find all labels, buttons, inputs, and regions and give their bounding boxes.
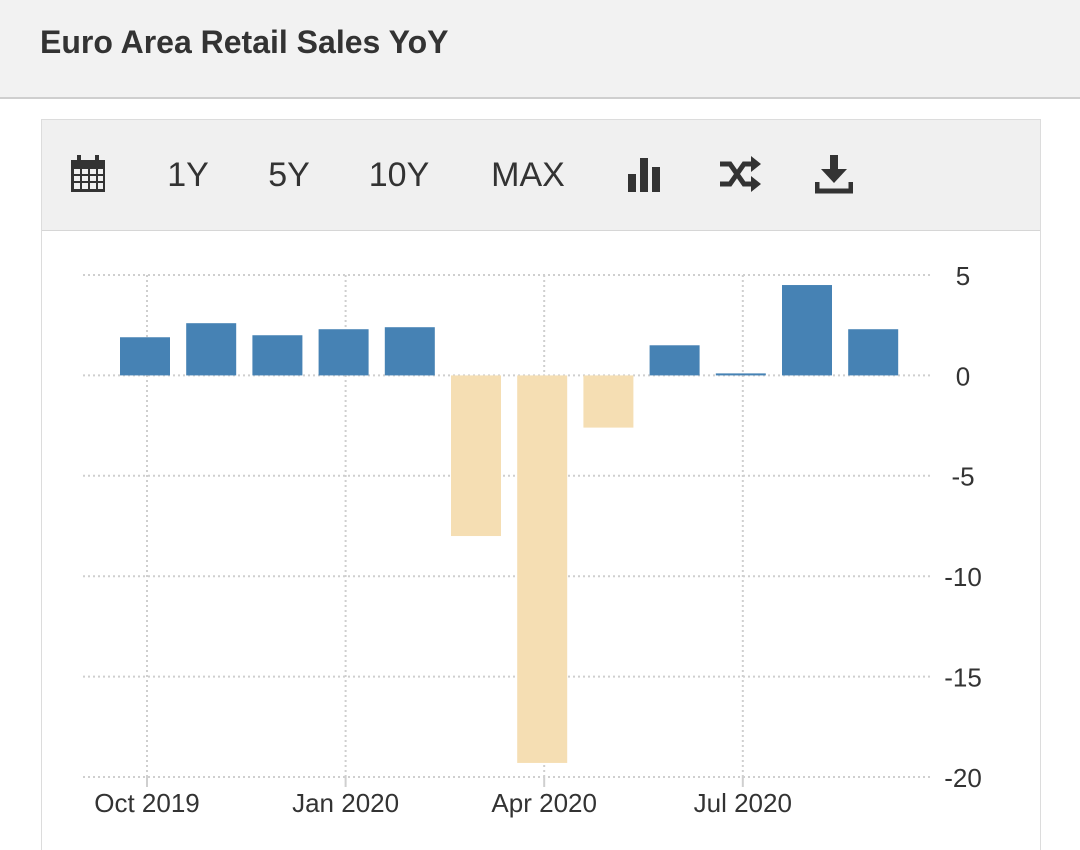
page-title: Euro Area Retail Sales YoY xyxy=(40,24,449,60)
y-tick-label: -15 xyxy=(944,662,982,692)
bar xyxy=(120,337,170,376)
bar xyxy=(252,335,303,376)
bar xyxy=(186,323,237,376)
bar xyxy=(782,285,832,376)
download-icon[interactable] xyxy=(815,154,853,194)
bar xyxy=(649,345,700,376)
bar xyxy=(451,375,501,537)
chart-type-icon[interactable] xyxy=(627,154,663,194)
toolbar: 1Y 5Y 10Y MAX xyxy=(42,120,1040,231)
y-tick-label: 0 xyxy=(956,361,970,391)
range-button[interactable]: 10Y xyxy=(368,156,430,194)
range-button[interactable]: 5Y xyxy=(268,156,310,194)
y-tick-label: -20 xyxy=(944,763,982,793)
chart: 5 0 -5 -10 -15 -20 Oct 2019 Jan 2020 Apr 2020 Jul… xyxy=(83,261,982,818)
x-tick-label: Jul 2020 xyxy=(694,788,792,818)
y-tick-label: -5 xyxy=(951,462,974,492)
header: Euro Area Retail Sales YoY xyxy=(0,0,1080,99)
bar xyxy=(583,375,634,428)
x-tick-label: Oct 2019 xyxy=(94,788,200,818)
y-tick-label: 5 xyxy=(956,261,970,291)
bar xyxy=(318,329,369,376)
bar xyxy=(517,375,568,763)
y-tick-label: -10 xyxy=(944,562,982,592)
bar xyxy=(715,373,766,376)
bar xyxy=(848,329,899,376)
range-button[interactable]: 1Y xyxy=(167,156,209,194)
x-tick-label: Jan 2020 xyxy=(292,788,399,818)
chart-panel: 1Y 5Y 10Y MAX 5 0 -5 -10 -15 -20 Oct 2019 Jan 2… xyxy=(41,119,1041,850)
x-tick-label: Apr 2020 xyxy=(491,788,597,818)
compare-icon[interactable] xyxy=(718,154,762,194)
range-button[interactable]: MAX xyxy=(491,156,565,194)
bar xyxy=(384,327,435,376)
calendar-icon[interactable] xyxy=(70,154,106,194)
